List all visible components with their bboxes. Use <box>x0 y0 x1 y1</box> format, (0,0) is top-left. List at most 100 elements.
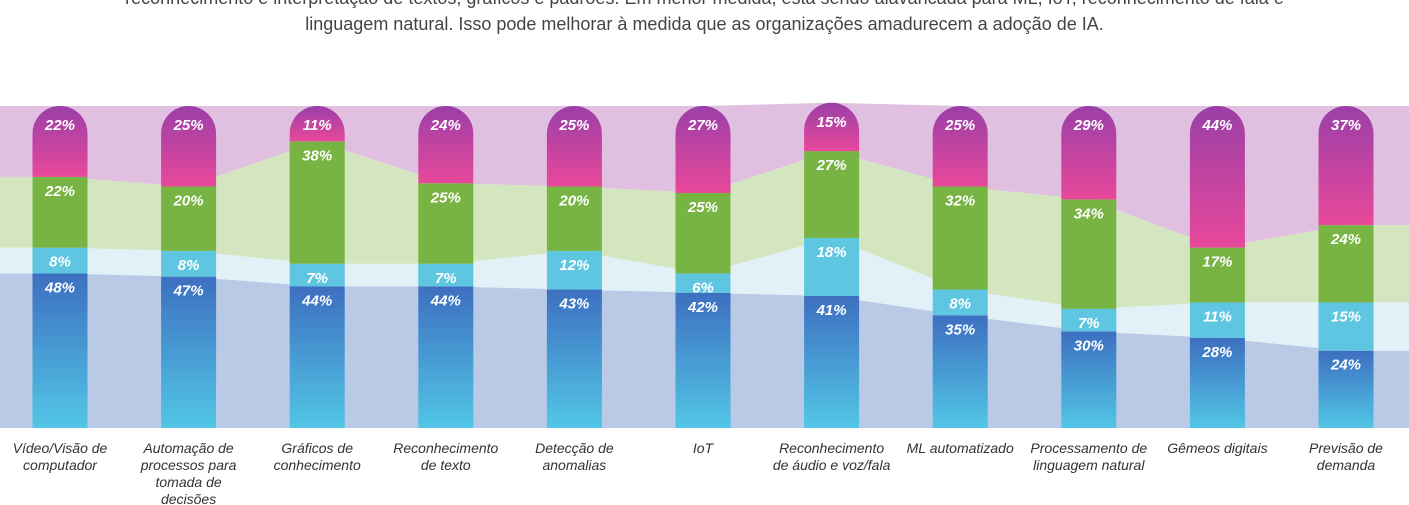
x-tick-label: Reconhecimento de áudio e voz/fala <box>772 440 891 473</box>
value-label: 18% <box>817 244 847 261</box>
bar-segment <box>418 183 474 264</box>
bar-segment <box>1318 302 1374 351</box>
bar-segment <box>1061 199 1117 309</box>
value-label: 30% <box>1074 337 1104 354</box>
value-label: 25% <box>944 117 975 134</box>
value-label: 7% <box>435 270 457 287</box>
x-tick-label: ML automatizado <box>906 440 1014 456</box>
value-label: 28% <box>1201 344 1232 361</box>
value-label: 38% <box>302 147 332 164</box>
value-label: 44% <box>301 292 332 309</box>
value-label: 7% <box>306 270 328 287</box>
x-tick-label: IoT <box>692 440 714 456</box>
bar-segment <box>418 263 474 287</box>
value-label: 48% <box>44 279 75 296</box>
bar-segment <box>804 151 860 239</box>
value-label: 37% <box>1331 117 1361 134</box>
bar-segment <box>932 186 988 290</box>
bar-segment <box>546 250 602 290</box>
value-label: 25% <box>430 189 461 206</box>
x-tick-label: Vídeo/Visão de computador <box>12 440 108 473</box>
value-label: 25% <box>558 117 589 134</box>
bar-segment <box>546 289 602 428</box>
value-label: 25% <box>173 117 204 134</box>
bar-segment <box>289 105 345 142</box>
bar-segment <box>161 250 217 277</box>
bar-segment <box>32 106 88 177</box>
bar-segment <box>546 105 602 187</box>
value-label: 20% <box>558 193 589 210</box>
x-tick-label: Gêmeos digitais <box>1167 440 1268 456</box>
bar-segment <box>32 176 88 248</box>
bar-segment <box>289 286 345 428</box>
bar-segment <box>1318 105 1374 226</box>
bar-segment <box>1189 337 1245 428</box>
bar-segment <box>675 273 731 293</box>
bar-segment <box>32 273 88 428</box>
value-label: 43% <box>558 296 589 313</box>
x-tick-label: Detecção de anomalias <box>535 440 614 473</box>
value-label: 35% <box>945 321 975 338</box>
x-tick-label: Automação de processos para tomada de de… <box>140 440 237 505</box>
bar-segment <box>932 289 988 316</box>
bar-segment <box>1318 350 1374 428</box>
bar-segment <box>932 105 988 187</box>
bar-segment <box>1189 105 1245 248</box>
value-label: 24% <box>1330 357 1361 374</box>
bar-segment <box>1061 308 1117 332</box>
subtitle-line: linguagem natural. Isso pode melhorar à … <box>305 14 1104 34</box>
value-label: 22% <box>44 183 75 200</box>
value-label: 17% <box>1202 254 1232 271</box>
value-label: 44% <box>430 292 461 309</box>
value-label: 27% <box>687 117 718 134</box>
value-label: 24% <box>430 117 461 134</box>
value-label: 11% <box>303 117 332 134</box>
x-tick-label: Gráficos de conhecimento <box>273 440 361 473</box>
x-tick-label: Processamento de linguagem natural <box>1030 440 1148 473</box>
x-tick-label: Previsão de demanda <box>1309 440 1383 473</box>
bar-segment <box>1189 302 1245 338</box>
value-label: 15% <box>1331 308 1361 325</box>
bar-segment <box>932 315 988 428</box>
x-tick-label: Reconhecimento de texto <box>393 440 499 473</box>
bar-segment <box>289 141 345 264</box>
value-label: 25% <box>687 199 718 216</box>
value-label: 41% <box>816 302 847 319</box>
value-label: 12% <box>559 257 589 274</box>
value-label: 22% <box>44 117 75 134</box>
subtitle-line: reconhecimento e interpretação de textos… <box>0 0 1409 9</box>
value-label: 44% <box>1201 117 1232 134</box>
bar-segment <box>675 192 731 274</box>
value-label: 8% <box>949 296 971 313</box>
value-label: 11% <box>1203 308 1232 325</box>
bar-segment <box>1189 247 1245 303</box>
value-label: 27% <box>816 157 847 174</box>
value-label: 42% <box>687 299 718 316</box>
value-label: 47% <box>173 283 204 300</box>
value-label: 20% <box>173 193 204 210</box>
bar-segment <box>161 105 217 187</box>
value-label: 34% <box>1074 205 1104 222</box>
bar-segment <box>546 186 602 251</box>
bar-segment <box>418 105 474 184</box>
band-area <box>0 238 1409 351</box>
value-label: 15% <box>817 114 847 131</box>
bar-segment <box>675 292 731 428</box>
bar-segment <box>1061 331 1117 428</box>
bar-segment <box>1318 225 1374 303</box>
value-label: 24% <box>1330 231 1361 248</box>
bar-segment <box>161 186 217 251</box>
bar-segment <box>804 102 860 152</box>
bar-segment <box>418 286 474 428</box>
bar-segment <box>675 105 731 193</box>
bar-segment <box>804 238 860 296</box>
value-label: 8% <box>49 254 71 271</box>
value-label: 32% <box>945 193 975 210</box>
bar-segment <box>32 247 88 274</box>
bar-segment <box>1061 105 1117 200</box>
value-label: 7% <box>1078 315 1100 332</box>
value-label: 6% <box>692 279 714 296</box>
bar-segment <box>804 295 860 428</box>
